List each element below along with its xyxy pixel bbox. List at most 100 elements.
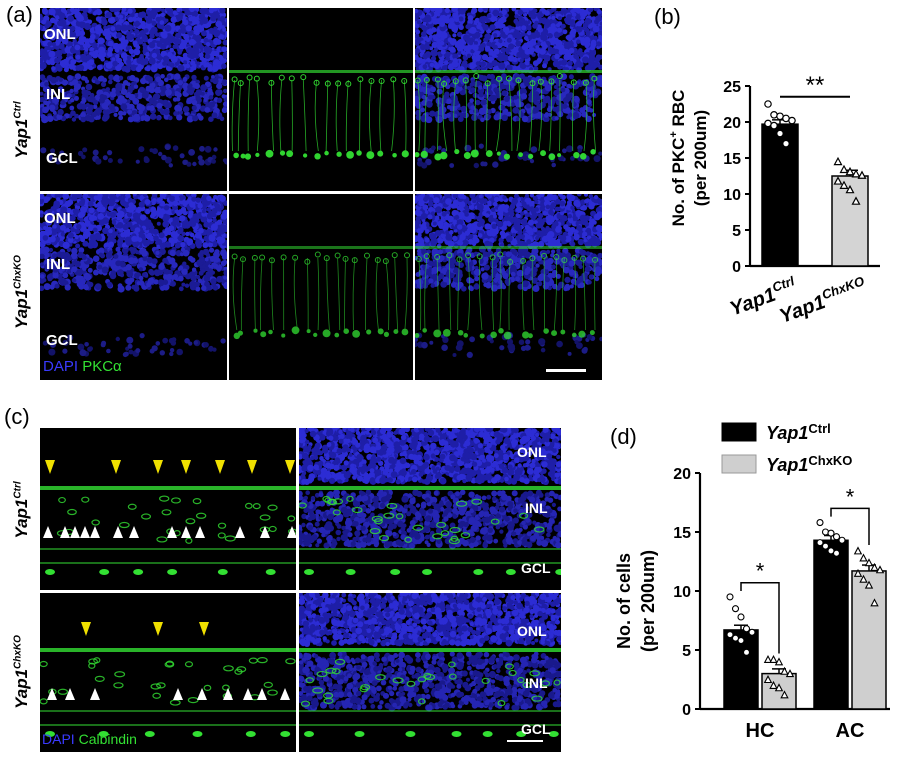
- y-tick-label: 10: [723, 187, 741, 204]
- data-point: [763, 654, 773, 663]
- white-arrowhead: [65, 688, 75, 700]
- y-tick-label: 25: [723, 79, 741, 96]
- layer-label-inl: INL: [46, 256, 71, 273]
- panel-label-d: (d): [610, 424, 637, 449]
- layer-label-inl: INL: [525, 500, 548, 516]
- data-point: [833, 176, 843, 185]
- micrograph-c-ko-merge: ONL INL GCL: [299, 593, 561, 752]
- stain-label-dapi: DAPI PKCα: [43, 358, 122, 375]
- data-point: [864, 558, 874, 567]
- data-point: [770, 121, 778, 130]
- micrograph-a-ctrl-merge: [415, 8, 602, 191]
- calbindin-staining: [299, 486, 561, 575]
- y-axis-label: No. of PKC+ RBC: [668, 90, 688, 227]
- data-point: [853, 546, 863, 555]
- bar: [813, 539, 849, 710]
- data-point: [845, 166, 855, 176]
- significance-bracket: [830, 507, 870, 545]
- y-tick-label: 10: [673, 584, 691, 601]
- data-point: [851, 196, 861, 205]
- y-tick-label: 15: [723, 151, 741, 168]
- data-point: [780, 666, 789, 675]
- legend-label: Yap1Ctrl: [766, 421, 831, 443]
- dapi-nuclei-band: [415, 194, 602, 250]
- x-tick-label: AC: [836, 720, 865, 742]
- data-point: [737, 613, 745, 621]
- micrograph-a-ko-pkc: [229, 194, 413, 380]
- white-arrowhead: [197, 688, 207, 700]
- data-point: [875, 565, 885, 574]
- chart-d: 0 5 10 15 20 No. of cells (per 200um) Yap1Ctrl Y…: [614, 421, 890, 742]
- scale-bar: [507, 740, 543, 742]
- data-point: [859, 553, 868, 562]
- y-tick-label: 5: [732, 223, 741, 240]
- data-point: [748, 628, 756, 636]
- dapi-nuclei-band: [415, 8, 602, 74]
- white-arrowhead: [80, 526, 90, 538]
- layer-label-gcl: GCL: [46, 150, 78, 167]
- data-point: [742, 625, 751, 633]
- dapi-nuclei-band: [299, 489, 561, 550]
- pkc-bipolar-cells: [415, 246, 602, 340]
- bar: [851, 570, 887, 710]
- micrograph-a-ctrl-dapi: ONL INL GCL: [40, 8, 227, 191]
- data-point: [764, 100, 772, 108]
- white-arrowhead: [223, 688, 233, 700]
- data-point: [845, 184, 855, 194]
- significance-label: *: [756, 559, 765, 584]
- dapi-nuclei-band: [299, 650, 561, 712]
- yellow-arrowhead: [153, 622, 163, 636]
- data-point: [816, 539, 824, 547]
- y-tick-label: 20: [723, 115, 741, 132]
- panel-label-b: (b): [654, 4, 681, 29]
- white-arrowhead: [90, 688, 100, 700]
- stain-dapi: DAPI: [43, 358, 79, 375]
- white-arrowhead: [129, 526, 139, 538]
- y-axis-label: No. of cells: [614, 553, 634, 649]
- data-point: [832, 549, 841, 557]
- micrograph-c-ko-calbindin: DAPI Calbindin: [40, 593, 296, 752]
- y-tick-label: 20: [673, 466, 691, 483]
- white-arrowhead: [235, 526, 245, 538]
- dapi-nuclei-band: [299, 428, 561, 486]
- dapi-nuclei-band: [40, 246, 227, 293]
- white-arrowhead: [113, 526, 123, 538]
- yellow-arrowhead: [247, 460, 257, 474]
- pkc-bipolar-cells: [229, 70, 413, 160]
- x-tick-label: HC: [746, 720, 775, 742]
- y-tick-label: 0: [732, 259, 741, 276]
- y-axis-label-line2: (per 200um): [638, 550, 658, 652]
- row-label-c-ko: Yap1ChxKO: [12, 635, 31, 709]
- white-arrowhead: [260, 526, 270, 538]
- dapi-nuclei-band: [40, 73, 227, 124]
- data-point: [853, 568, 863, 577]
- data-point: [769, 654, 778, 663]
- legend-swatch: [721, 422, 757, 442]
- data-point: [782, 139, 790, 148]
- bar: [761, 123, 799, 267]
- yellow-arrowhead: [153, 460, 163, 474]
- pkc-bipolar-cells: [415, 70, 602, 161]
- pkc-bipolar-cells: [229, 246, 413, 340]
- layer-label-gcl: GCL: [46, 332, 78, 349]
- bar: [723, 629, 759, 710]
- white-arrowhead: [70, 526, 80, 538]
- micrograph-c-ctrl-calbindin: [40, 428, 296, 590]
- white-arrowhead: [43, 526, 53, 538]
- white-arrowhead: [167, 526, 177, 538]
- calbindin-staining: [40, 486, 296, 575]
- data-point: [780, 690, 789, 699]
- layer-label-gcl: GCL: [521, 560, 551, 576]
- data-point: [770, 111, 778, 119]
- yellow-arrowhead: [45, 460, 55, 474]
- micrograph-a-ko-merge: [415, 194, 602, 380]
- dapi-nuclei-band: [415, 245, 602, 292]
- data-point: [816, 519, 824, 527]
- yellow-arrowhead: [199, 622, 209, 636]
- data-point: [726, 593, 734, 601]
- micrograph-a-ctrl-pkc: [229, 8, 413, 191]
- data-point: [726, 631, 734, 639]
- y-tick-label: 15: [673, 525, 691, 542]
- dapi-nuclei-band: [40, 143, 227, 168]
